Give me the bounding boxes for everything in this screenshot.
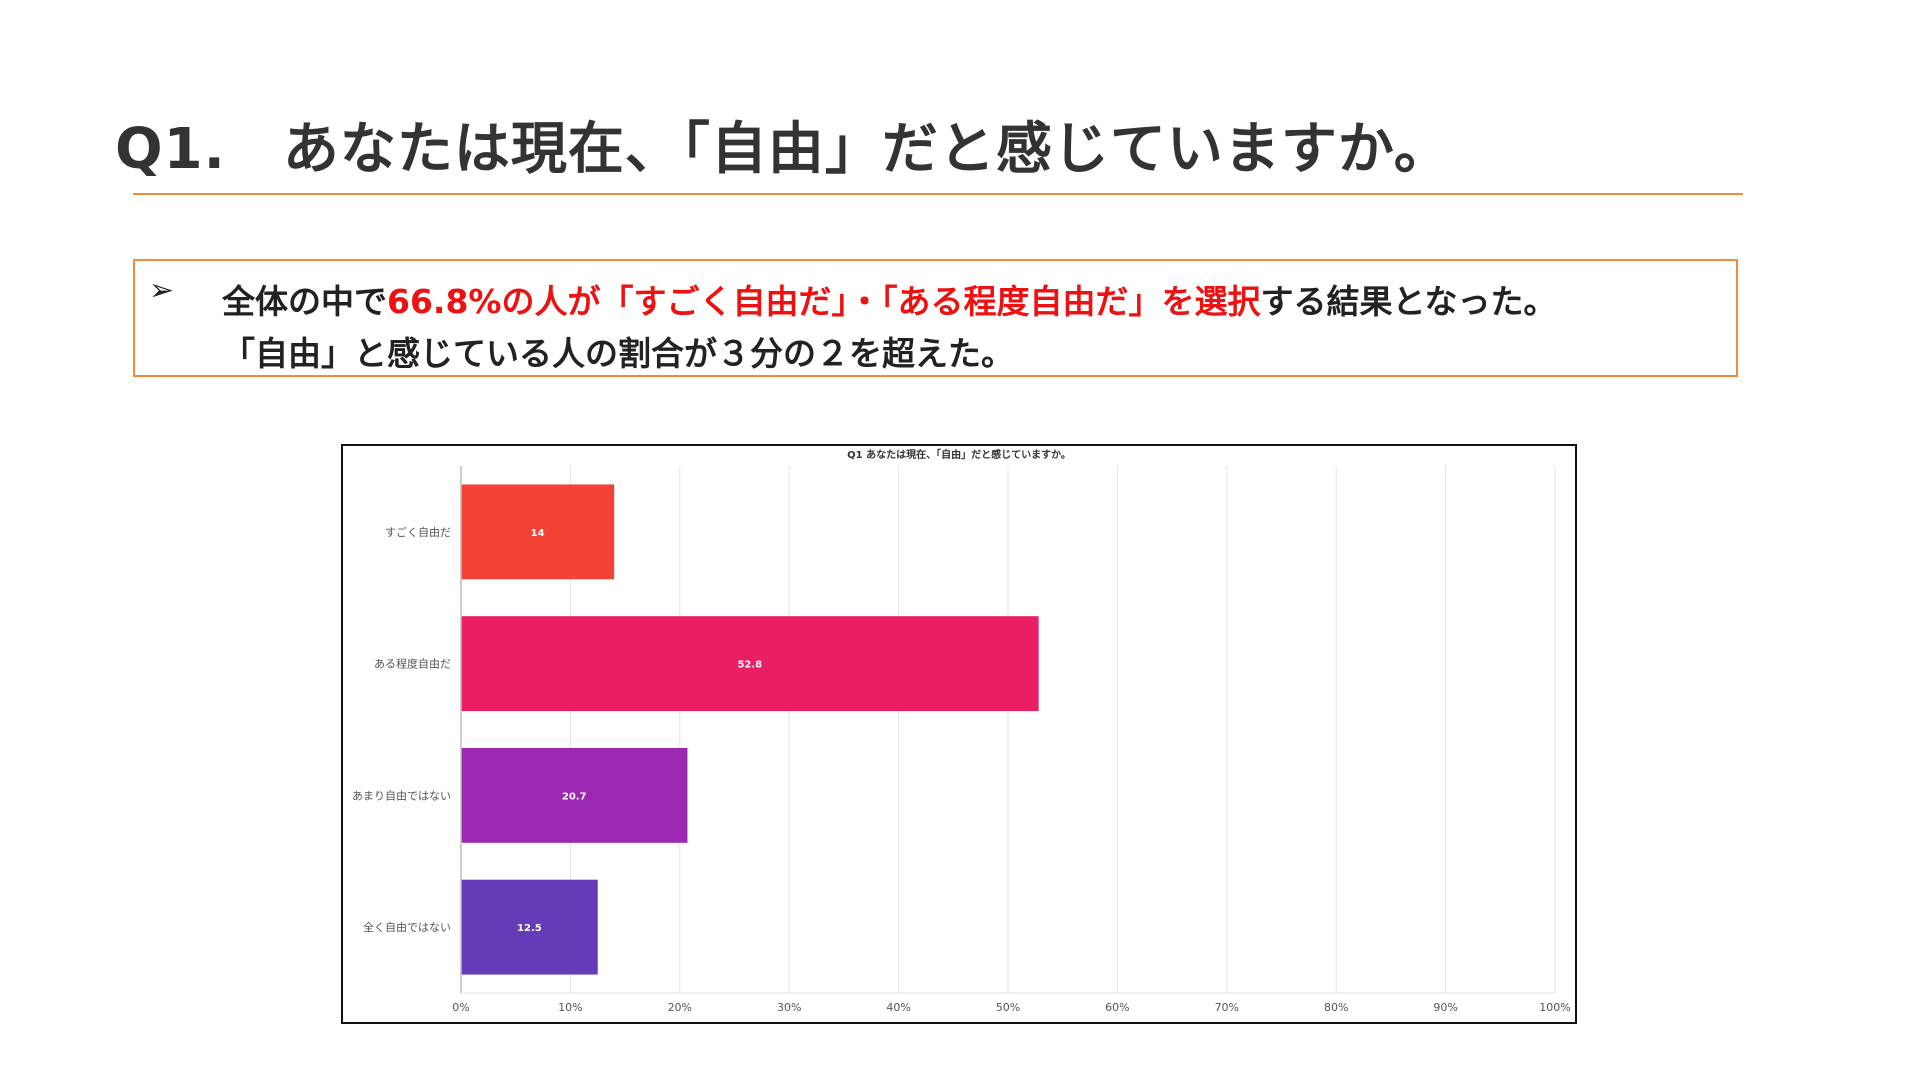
category-label: すごく自由だ: [385, 525, 451, 539]
summary-line-1-suffix: する結果となった。: [1260, 282, 1557, 321]
slide-title: Q1. あなたは現在、「自由」だと感じていますか。: [115, 117, 1451, 182]
x-tick-label: 0%: [452, 1001, 469, 1014]
x-tick-label: 90%: [1433, 1001, 1457, 1014]
x-tick-label: 70%: [1215, 1001, 1239, 1014]
summary-highlight: 66.8%の人が「すごく自由だ」・「ある程度自由だ」を選択: [387, 282, 1261, 321]
x-tick-label: 100%: [1539, 1001, 1570, 1014]
summary-line-2: 「自由」と感じている人の割合が３分の２を超えた。: [222, 334, 1014, 373]
bar-chart: 14 52.8 20.7 12.5 0% 10% 20% 30% 40% 50% 60% 70% 80…: [352, 448, 1571, 1014]
x-tick-label: 40%: [886, 1001, 910, 1014]
category-label: ある程度自由だ: [374, 657, 451, 671]
title-divider: [133, 193, 1743, 195]
bar: [461, 879, 598, 975]
chart-gridlines: [569, 466, 1556, 993]
bar-value-label: 52.8: [737, 660, 762, 671]
summary-box: ➢ 全体の中で66.8%の人が「すごく自由だ」・「ある程度自由だ」を選択する結果…: [133, 259, 1738, 377]
bar: [461, 616, 1039, 712]
summary-line-1: 全体の中で66.8%の人が「すごく自由だ」・「ある程度自由だ」を選択する結果とな…: [222, 275, 1557, 323]
chart-title: Q1 あなたは現在、「自由」だと感じていますか。: [847, 448, 1071, 461]
chart-bars: 14 52.8 20.7 12.5: [461, 484, 1039, 975]
x-tick-label: 20%: [668, 1001, 692, 1014]
chart-container: 14 52.8 20.7 12.5 0% 10% 20% 30% 40% 50% 60% 70% 80…: [341, 444, 1577, 1024]
bar-value-label: 20.7: [562, 791, 587, 802]
x-tick-label: 10%: [558, 1001, 582, 1014]
x-tick-label: 60%: [1105, 1001, 1129, 1014]
x-tick-label: 50%: [996, 1001, 1020, 1014]
category-label: 全く自由ではない: [363, 920, 451, 934]
bar: [461, 484, 615, 580]
bar-value-label: 12.5: [517, 923, 542, 934]
x-tick-label: 30%: [777, 1001, 801, 1014]
x-tick-label: 80%: [1324, 1001, 1348, 1014]
bar: [461, 747, 688, 843]
summary-line-1-prefix: 全体の中で: [222, 282, 387, 321]
bar-value-label: 14: [531, 528, 545, 539]
chart-axes: 0% 10% 20% 30% 40% 50% 60% 70% 80% 90% 100% すごく自由だあ…: [352, 466, 1571, 1014]
bullet-arrow-icon: ➢: [149, 273, 175, 308]
category-label: あまり自由ではない: [352, 788, 451, 802]
